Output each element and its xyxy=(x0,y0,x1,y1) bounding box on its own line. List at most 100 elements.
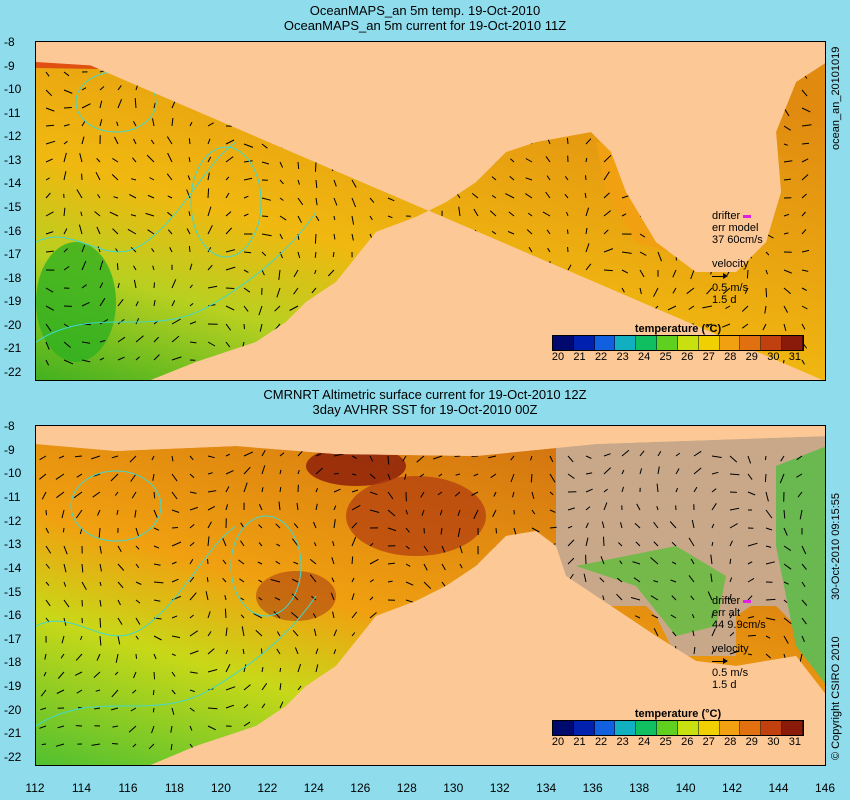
current-vector xyxy=(238,559,245,565)
current-vector xyxy=(171,615,178,619)
current-vector xyxy=(225,663,231,673)
current-vector xyxy=(205,591,209,601)
current-vector xyxy=(387,580,393,583)
current-vector xyxy=(278,269,281,280)
colorbar-tick-label: 28 xyxy=(724,736,737,748)
current-vector xyxy=(153,599,161,602)
current-vector xyxy=(633,577,641,583)
current-vector xyxy=(153,653,157,660)
current-vector xyxy=(603,536,605,547)
current-vector xyxy=(603,488,608,493)
current-vector xyxy=(585,138,592,145)
current-vector xyxy=(243,143,254,148)
current-vector xyxy=(225,486,230,493)
current-vector xyxy=(276,287,281,298)
colorbar-tick-label: 20 xyxy=(551,736,565,748)
current-vector xyxy=(135,581,142,585)
current-vector xyxy=(261,161,270,165)
current-vector xyxy=(351,611,358,619)
current-vector xyxy=(79,153,83,163)
current-vector xyxy=(189,321,197,325)
current-vector xyxy=(710,573,713,583)
current-vector xyxy=(621,251,632,254)
current-vector xyxy=(171,635,181,639)
current-vector xyxy=(45,527,50,534)
current-vector xyxy=(297,179,300,185)
y-tick-label: -11 xyxy=(4,489,21,504)
colorbar-swatch xyxy=(553,721,574,735)
current-vector xyxy=(96,653,101,661)
current-vector xyxy=(747,634,756,637)
current-vector xyxy=(133,265,137,271)
current-vector xyxy=(243,287,251,293)
colorbar-swatch xyxy=(677,336,699,350)
current-vector xyxy=(783,617,792,624)
current-vector xyxy=(333,629,338,637)
current-vector xyxy=(423,545,429,552)
current-vector xyxy=(799,509,803,520)
current-vector xyxy=(93,473,101,477)
current-vector xyxy=(152,473,155,481)
colorbar-swatch xyxy=(636,336,658,350)
y-tick-label: -11 xyxy=(4,105,21,120)
current-vector xyxy=(471,193,479,199)
current-vector xyxy=(167,229,173,235)
current-vector xyxy=(81,244,86,253)
current-vector xyxy=(416,455,425,463)
current-vector xyxy=(332,611,335,619)
current-vector xyxy=(225,341,231,348)
current-vector xyxy=(112,725,119,728)
current-vector xyxy=(490,473,497,479)
current-vector xyxy=(690,269,695,280)
current-vector xyxy=(276,631,281,637)
current-vector xyxy=(783,160,793,163)
current-vector xyxy=(45,211,54,217)
current-vector xyxy=(45,140,56,145)
current-vector xyxy=(171,473,178,482)
current-vector xyxy=(170,743,173,751)
current-vector xyxy=(39,455,47,461)
current-vector xyxy=(567,473,575,479)
current-vector xyxy=(45,305,55,311)
current-vector xyxy=(405,545,410,550)
current-vector xyxy=(762,323,767,331)
current-vector xyxy=(153,527,160,531)
x-tick-label: 144 xyxy=(768,781,789,795)
current-vector xyxy=(189,491,197,494)
current-vector xyxy=(127,228,137,235)
colorbar-tick-label: 25 xyxy=(659,351,672,363)
current-vector xyxy=(545,191,551,199)
colorbar-tick-label: 21 xyxy=(573,351,586,363)
current-vector xyxy=(603,192,610,199)
current-vector xyxy=(189,542,195,547)
current-vector xyxy=(634,522,641,529)
current-vector xyxy=(279,161,284,168)
current-vector xyxy=(729,593,732,601)
current-vector xyxy=(369,197,375,203)
colorbar-title-2: temperature (°C) xyxy=(634,708,722,720)
current-vector xyxy=(117,99,123,109)
current-vector xyxy=(801,359,805,365)
current-vector xyxy=(151,455,155,461)
colorbar-swatch xyxy=(782,336,803,350)
current-vector xyxy=(45,581,50,586)
current-vector xyxy=(585,227,588,235)
x-tick-label: 128 xyxy=(396,781,417,795)
current-vector xyxy=(293,269,299,278)
current-vector xyxy=(74,671,83,676)
current-vector xyxy=(243,664,247,673)
current-vector xyxy=(585,263,592,271)
current-vector xyxy=(171,491,178,500)
current-vector xyxy=(279,667,282,673)
colorbar-tick-label: 26 xyxy=(681,351,694,363)
current-vector xyxy=(693,646,696,655)
current-vector xyxy=(243,466,251,475)
current-vector xyxy=(63,171,67,181)
current-vector xyxy=(783,635,789,644)
current-vector xyxy=(765,527,773,531)
current-vector xyxy=(639,287,642,295)
colorbar-tick-label: 30 xyxy=(767,736,780,748)
current-vector xyxy=(315,664,319,673)
current-vector xyxy=(149,177,155,181)
current-vector xyxy=(711,471,719,475)
